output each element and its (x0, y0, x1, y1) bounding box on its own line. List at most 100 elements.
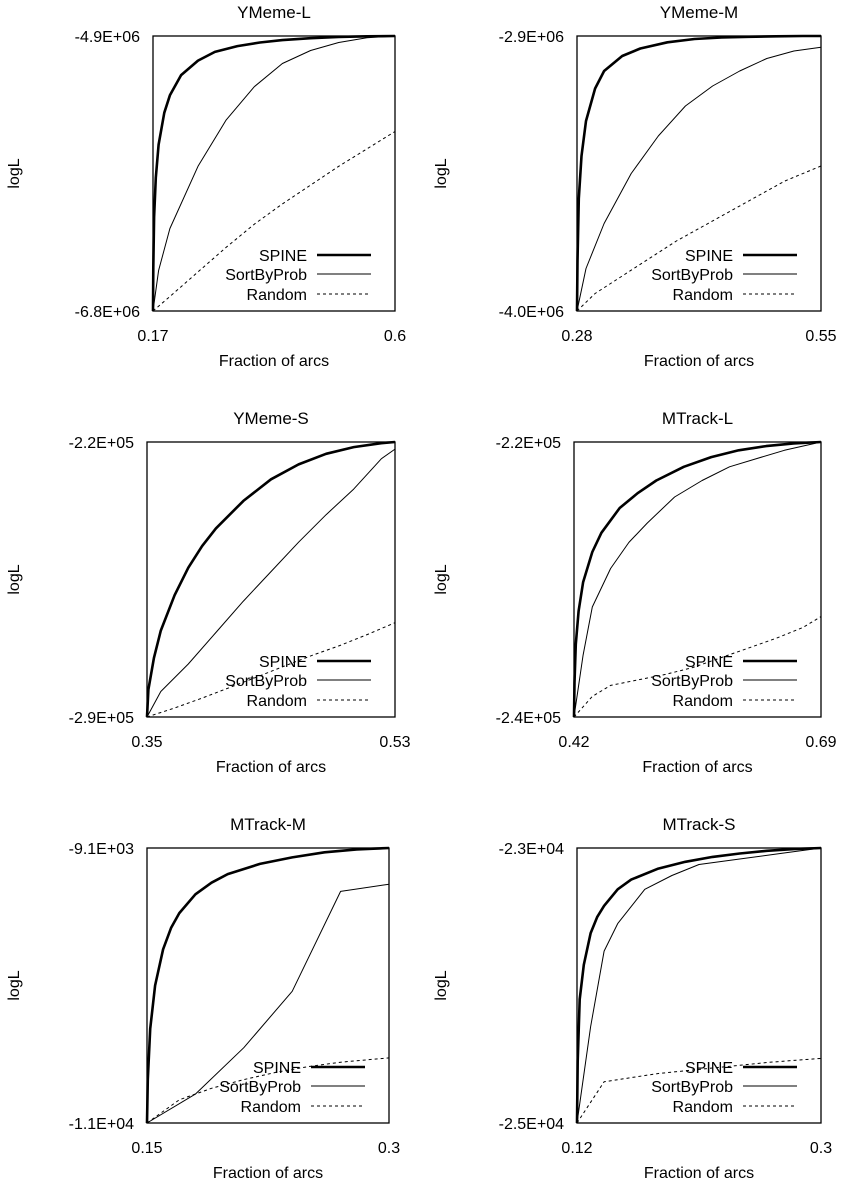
legend-item-random: Random (673, 1099, 797, 1116)
chart-title: MTrack-M (230, 815, 306, 834)
legend-label: Random (247, 693, 307, 710)
legend-label: Random (241, 1099, 301, 1116)
legend-item-sortbyprob: SortByProb (225, 673, 371, 690)
legend-item-spine: SPINE (259, 654, 371, 671)
series-line-spine (575, 846, 822, 1124)
series-line-sortbyprob (146, 448, 396, 718)
y-tick-label: -2.2E+05 (69, 435, 134, 452)
chart-panel-4: MTrack-L -2.2E+05 -2.4E+05 0.42 0.69 Fraction… (433, 409, 837, 776)
series-line-sortbyprob (576, 46, 822, 312)
chart-title: YMeme-M (660, 3, 738, 22)
y-tick-label: -4.0E+06 (499, 304, 564, 321)
legend-label: SortByProb (651, 267, 733, 284)
chart-panel-1: YMeme-L -4.9E+06 -6.8E+06 0.17 0.6 Fraction o… (6, 3, 406, 370)
legend-label: SortByProb (225, 673, 307, 690)
legend-label: SPINE (259, 248, 307, 265)
x-tick-label: 0.17 (137, 328, 168, 345)
plot-frame (576, 35, 822, 312)
series-line-sortbyprob (576, 847, 822, 1124)
legend-label: SPINE (259, 654, 307, 671)
x-tick-label: 0.28 (561, 328, 592, 345)
legend-item-spine: SPINE (685, 248, 797, 265)
x-tick-label: 0.55 (805, 328, 836, 345)
y-tick-label: -9.1E+03 (69, 841, 134, 858)
series-line-spine (572, 440, 822, 718)
legend-item-random: Random (247, 287, 371, 304)
chart-title: YMeme-L (237, 3, 311, 22)
legend-label: Random (673, 693, 733, 710)
series-line-spine (145, 846, 390, 1124)
y-tick-label: -2.9E+06 (499, 29, 564, 46)
legend-item-sortbyprob: SortByProb (651, 1079, 797, 1096)
legend-item-spine: SPINE (259, 248, 371, 265)
legend-label: SPINE (685, 248, 733, 265)
legend-label: SortByProb (219, 1079, 301, 1096)
chart-title: MTrack-S (662, 815, 735, 834)
series-line-sortbyprob (573, 441, 822, 718)
legend-label: SPINE (253, 1060, 301, 1077)
y-tick-label: -1.1E+04 (69, 1116, 134, 1133)
y-tick-label: -6.8E+06 (75, 304, 140, 321)
legend-item-sortbyprob: SortByProb (219, 1079, 365, 1096)
legend-item-spine: SPINE (685, 654, 797, 671)
x-tick-label: 0.53 (379, 734, 410, 751)
x-axis-label: Fraction of arcs (219, 353, 329, 370)
series-line-random (576, 1057, 822, 1124)
legend-item-random: Random (673, 287, 797, 304)
legend-label: Random (673, 287, 733, 304)
x-tick-label: 0.69 (805, 734, 836, 751)
y-tick-label: -2.5E+04 (499, 1116, 564, 1133)
legend-label: SortByProb (225, 267, 307, 284)
legend-item-random: Random (247, 693, 371, 710)
legend-label: SPINE (685, 654, 733, 671)
series-line-random (146, 622, 396, 718)
plot-frame (146, 847, 390, 1124)
y-tick-label: -2.2E+05 (496, 435, 561, 452)
x-tick-label: 0.3 (810, 1140, 832, 1157)
legend-item-spine: SPINE (253, 1060, 365, 1077)
plot-frame (576, 847, 822, 1124)
x-axis-label: Fraction of arcs (644, 353, 754, 370)
x-axis-label: Fraction of arcs (213, 1165, 323, 1180)
legend-label: Random (673, 1099, 733, 1116)
series-line-random (146, 1057, 390, 1124)
x-tick-label: 0.3 (378, 1140, 400, 1157)
legend-item-sortbyprob: SortByProb (651, 267, 797, 284)
series-line-sortbyprob (146, 883, 390, 1124)
y-axis-label: logL (6, 970, 23, 1000)
plot-frame (573, 441, 822, 718)
series-line-sortbyprob (152, 35, 396, 312)
x-axis-label: Fraction of arcs (216, 759, 326, 776)
x-tick-label: 0.12 (561, 1140, 592, 1157)
chart-title: MTrack-L (662, 409, 733, 428)
series-line-spine (145, 440, 396, 718)
legend-item-random: Random (241, 1099, 365, 1116)
chart-panel-6: MTrack-S -2.3E+04 -2.5E+04 0.12 0.3 Fraction … (433, 815, 832, 1180)
plot-frame (152, 35, 396, 312)
y-tick-label: -2.9E+05 (69, 710, 134, 727)
chart-title: YMeme-S (233, 409, 309, 428)
plot-frame (146, 441, 396, 718)
y-tick-label: -2.3E+04 (499, 841, 564, 858)
legend-label: SPINE (685, 1060, 733, 1077)
y-axis-label: logL (6, 564, 23, 594)
y-axis-label: logL (6, 158, 23, 188)
y-tick-label: -4.9E+06 (75, 29, 140, 46)
x-axis-label: Fraction of arcs (642, 759, 752, 776)
legend-item-random: Random (673, 693, 797, 710)
chart-panel-3: YMeme-S -2.2E+05 -2.9E+05 0.35 0.53 Fraction … (6, 409, 411, 776)
series-line-random (573, 616, 822, 718)
x-tick-label: 0.42 (558, 734, 589, 751)
chart-panel-2: YMeme-M -2.9E+06 -4.0E+06 0.28 0.55 Fraction … (433, 3, 837, 370)
series-line-random (152, 131, 396, 312)
series-line-random (576, 165, 822, 312)
y-axis-label: logL (433, 970, 450, 1000)
y-axis-label: logL (433, 158, 450, 188)
legend-item-sortbyprob: SortByProb (651, 673, 797, 690)
x-tick-label: 0.6 (384, 328, 406, 345)
legend-label: Random (247, 287, 307, 304)
legend-item-sortbyprob: SortByProb (225, 267, 371, 284)
legend-item-spine: SPINE (685, 1060, 797, 1077)
x-axis-label: Fraction of arcs (644, 1165, 754, 1180)
